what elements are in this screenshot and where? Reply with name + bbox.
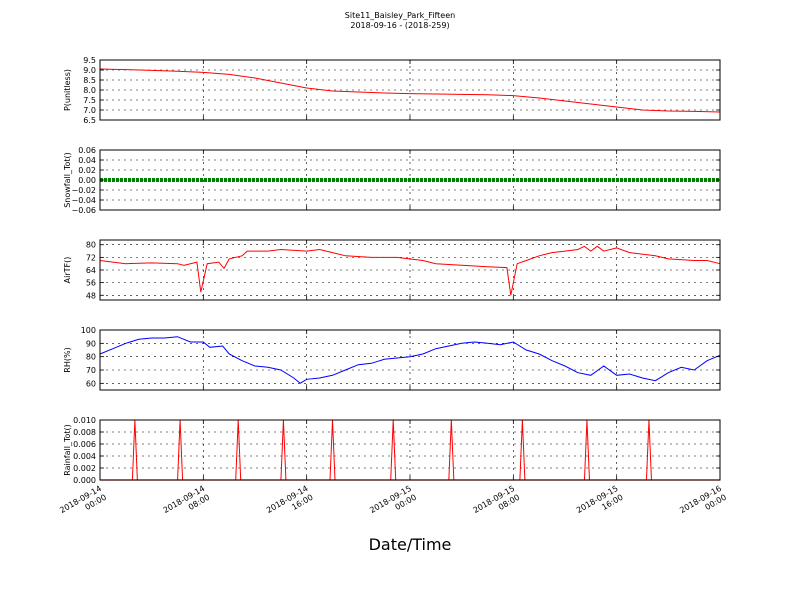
y-tick-label: 0.06 bbox=[78, 146, 96, 155]
y-tick-label: 0.006 bbox=[73, 440, 96, 449]
rainfall-spike-7 bbox=[448, 419, 455, 481]
rainfall-spike-9 bbox=[583, 419, 590, 481]
subplot-3: 80 72 64 56 48 AirTF() bbox=[63, 239, 721, 301]
y-tick-label: 6.5 bbox=[83, 116, 96, 125]
chart-title: Site11_Baisley_Park_Fifteen bbox=[344, 11, 456, 20]
subplot-1: 9.59.08.58.07.57.06.5 P(unitless) bbox=[63, 56, 721, 125]
y-axis-label: Snowfall_Tot() bbox=[63, 152, 72, 208]
rainfall-spike-8 bbox=[519, 419, 526, 481]
subplot-5: 0.010 0.008 0.006 0.004 0.002 0.000Rainfall_T… bbox=[63, 416, 721, 485]
y-tick-label: 48 bbox=[86, 291, 96, 300]
rainfall-spike-5 bbox=[329, 419, 336, 481]
series-line-1 bbox=[99, 68, 721, 113]
y-tick-label: 0.04 bbox=[78, 156, 96, 165]
rainfall-spike-4 bbox=[280, 419, 287, 481]
x-tick-label: 2018-09-1416:00 bbox=[265, 484, 315, 524]
rainfall-spike-3 bbox=[235, 419, 242, 481]
y-tick-label: 60 bbox=[86, 379, 96, 388]
y-tick-label: 8.5 bbox=[83, 76, 96, 85]
x-tick-label: 2018-09-1600:00 bbox=[678, 484, 728, 524]
x-tick-label: 2018-09-1508:00 bbox=[472, 484, 522, 524]
y-tick-label: 8.0 bbox=[83, 86, 96, 95]
y-axis-label: P(unitless) bbox=[63, 69, 72, 111]
y-axis-label: Rainfall_Tot() bbox=[63, 424, 72, 476]
y-tick-label: 0.02 bbox=[78, 166, 96, 175]
subplot-2: 0.060.040.020.00−0.02−0.04−0.06Snowfall_… bbox=[63, 146, 721, 215]
chart-subtitle: 2018-09-16 - (2018-259) bbox=[350, 21, 450, 30]
rainfall-spike-10 bbox=[645, 419, 652, 481]
series-line-1 bbox=[99, 336, 721, 384]
y-axis-label: AirTF() bbox=[63, 257, 72, 284]
y-axis-label: RH(%) bbox=[63, 347, 72, 372]
y-tick-label: 9.5 bbox=[83, 56, 96, 65]
y-tick-label: 56 bbox=[86, 279, 96, 288]
y-tick-label: 7.5 bbox=[83, 96, 96, 105]
subplot-4: 100 90 80 70 60 RH(%) bbox=[63, 326, 721, 391]
y-tick-label: 0.008 bbox=[73, 428, 96, 437]
y-tick-label: 0.002 bbox=[73, 464, 96, 473]
y-tick-label: −0.06 bbox=[71, 206, 96, 215]
y-tick-label: 64 bbox=[86, 266, 96, 275]
y-tick-label: 0.004 bbox=[73, 452, 96, 461]
y-tick-label: 90 bbox=[86, 339, 96, 348]
rainfall-spike-1 bbox=[131, 419, 138, 481]
y-tick-label: 9.0 bbox=[83, 66, 96, 75]
x-tick-label: 2018-09-1400:00 bbox=[58, 484, 108, 524]
x-axis-label: Date/Time bbox=[369, 535, 452, 554]
rainfall-spike-2 bbox=[177, 419, 184, 481]
x-tick-label: 2018-09-1500:00 bbox=[368, 484, 418, 524]
y-tick-label: 72 bbox=[86, 253, 96, 262]
y-tick-label: 100 bbox=[81, 326, 96, 335]
y-tick-label: 80 bbox=[86, 241, 96, 250]
y-tick-label: −0.02 bbox=[71, 186, 96, 195]
y-tick-label: 0.010 bbox=[73, 416, 96, 425]
y-tick-label: 0.00 bbox=[78, 176, 96, 185]
y-tick-label: 70 bbox=[86, 366, 96, 375]
y-tick-label: 0.000 bbox=[73, 476, 96, 485]
x-tick-label: 2018-09-1516:00 bbox=[575, 484, 625, 524]
series-line-1 bbox=[99, 245, 721, 296]
x-tick-label: 2018-09-1408:00 bbox=[162, 484, 212, 524]
y-tick-label: 80 bbox=[86, 353, 96, 362]
y-tick-label: −0.04 bbox=[71, 196, 96, 205]
rainfall-spike-6 bbox=[390, 419, 397, 481]
y-tick-label: 7.0 bbox=[83, 106, 96, 115]
